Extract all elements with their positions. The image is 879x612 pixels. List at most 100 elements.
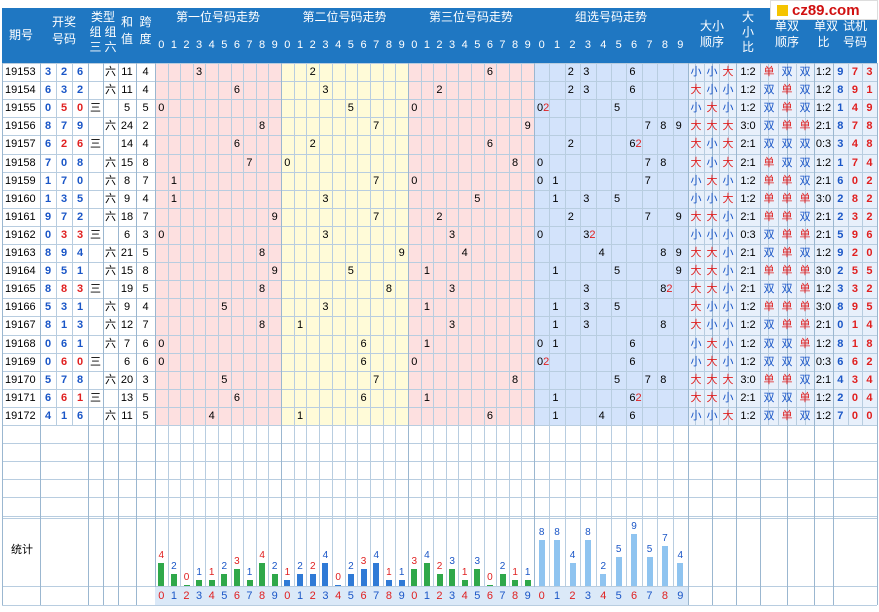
header-pos2-digit-3: 3 xyxy=(322,39,329,51)
stat-bar-label: 4 xyxy=(158,549,165,561)
grid-line xyxy=(458,63,459,605)
header-pos1-digit-3: 3 xyxy=(196,39,203,51)
grid-line xyxy=(2,244,877,245)
row-size: 小 xyxy=(722,337,734,350)
row-odd-ratio: 1:2 xyxy=(815,283,832,296)
row-trial-digit: 6 xyxy=(837,355,844,368)
row-draw-digit: 2 xyxy=(60,138,68,151)
header-pos3-digit-1: 1 xyxy=(423,39,430,51)
row-group-digit: 7 xyxy=(644,373,651,386)
grid-line xyxy=(319,63,320,605)
row-pos1-digit: 9 xyxy=(271,265,278,278)
row-group-digit: 1 xyxy=(552,265,559,278)
stat-bar xyxy=(398,580,405,586)
stat-bar-label: 2 xyxy=(271,561,278,573)
row-size: 小 xyxy=(722,355,734,368)
stat-bar-label: 2 xyxy=(221,561,228,573)
row-size: 小 xyxy=(722,265,734,278)
row-size-ratio: 1:2 xyxy=(740,102,756,115)
stat-bar xyxy=(524,580,531,586)
row-draw-digit: 3 xyxy=(60,192,68,205)
stat-bar-label: 4 xyxy=(259,549,265,561)
row-issue: 19169 xyxy=(5,355,36,368)
row-odd: 双 xyxy=(763,102,775,115)
grid-line xyxy=(626,63,627,605)
row-size: 大 xyxy=(706,391,718,404)
stat-bar xyxy=(554,539,561,586)
stat-bar-label: 1 xyxy=(246,567,253,579)
header-pos1-digit-1: 1 xyxy=(170,39,177,51)
stats-digit-group: 5 xyxy=(615,590,622,602)
row-type: 六 xyxy=(105,156,116,169)
row-draw-digit: 4 xyxy=(44,409,52,422)
row-sum: 9 xyxy=(123,192,131,205)
row-trial-digit: 2 xyxy=(837,210,844,223)
row-size: 小 xyxy=(690,355,702,368)
grid-line xyxy=(155,63,156,605)
row-sum: 13 xyxy=(120,391,134,404)
row-trial-digit: 0 xyxy=(851,174,858,187)
row-odd: 单 xyxy=(781,192,793,205)
row-trial-digit: 2 xyxy=(866,210,873,223)
row-pos3-digit: 0 xyxy=(411,174,418,187)
row-size: 大 xyxy=(690,120,702,133)
grid-line xyxy=(294,63,295,605)
grid-line xyxy=(2,190,877,191)
stats-digit-pos3: 4 xyxy=(461,590,468,602)
row-odd: 双 xyxy=(763,409,775,422)
row-group-digit: 8 xyxy=(660,319,667,332)
grid-line xyxy=(118,63,119,605)
stat-bar xyxy=(677,562,684,586)
header-odd-ratio: 单双 比 xyxy=(814,19,839,49)
row-odd: 单 xyxy=(781,228,793,241)
row-trial-digit: 1 xyxy=(866,84,873,97)
row-draw-digit: 6 xyxy=(60,391,68,404)
row-type: 三 xyxy=(90,283,101,296)
stat-bar xyxy=(646,557,653,586)
row-odd: 双 xyxy=(763,319,775,332)
site-logo: cz89.com xyxy=(770,0,878,20)
row-pos1-digit: 5 xyxy=(221,301,228,314)
row-odd: 双 xyxy=(799,84,811,97)
row-pos1-digit: 5 xyxy=(221,373,228,386)
header-pos1-digit-4: 4 xyxy=(208,39,215,51)
stat-bar xyxy=(259,562,266,586)
header-pos3-digit-0: 0 xyxy=(411,39,418,51)
row-type: 六 xyxy=(105,120,116,133)
header-group-digit-7: 7 xyxy=(646,39,653,51)
row-odd: 单 xyxy=(763,265,775,278)
stat-bar-label: 5 xyxy=(646,544,653,556)
row-size: 大 xyxy=(722,192,734,205)
row-span: 4 xyxy=(142,301,149,314)
row-draw-digit: 7 xyxy=(60,120,68,133)
row-pos2-digit: 5 xyxy=(347,265,354,278)
row-size: 大 xyxy=(690,138,702,151)
row-trial-digit: 3 xyxy=(851,373,858,386)
header-type-g6: 组 六 xyxy=(104,25,117,54)
row-trial-digit: 4 xyxy=(851,138,858,151)
row-type: 六 xyxy=(105,373,116,386)
row-size-ratio: 2:1 xyxy=(740,156,756,169)
row-size: 大 xyxy=(722,409,734,422)
row-draw-digit: 9 xyxy=(44,265,52,278)
row-sum: 6 xyxy=(123,228,131,241)
row-size: 小 xyxy=(722,391,734,404)
stat-bar-label: 2 xyxy=(600,561,607,573)
row-type: 六 xyxy=(105,409,116,422)
row-odd: 单 xyxy=(781,247,793,259)
row-pos2-digit: 2 xyxy=(309,66,316,78)
header-pos1-digit-7: 7 xyxy=(246,39,253,51)
row-group-digit: 5 xyxy=(614,102,621,115)
row-trial-digit: 5 xyxy=(851,265,858,278)
row-odd-ratio: 2:1 xyxy=(815,228,832,241)
row-pos2-digit: 3 xyxy=(322,301,329,314)
stat-bar xyxy=(360,568,367,586)
stats-digit-pos3: 5 xyxy=(474,590,481,602)
grid-line xyxy=(2,316,877,317)
row-pos1-digit: 8 xyxy=(259,283,266,296)
header-bar xyxy=(2,8,877,63)
row-type: 六 xyxy=(105,301,116,314)
row-type: 三 xyxy=(90,102,101,115)
row-pos2-digit: 0 xyxy=(284,156,291,169)
row-trial-digit: 2 xyxy=(866,355,873,368)
